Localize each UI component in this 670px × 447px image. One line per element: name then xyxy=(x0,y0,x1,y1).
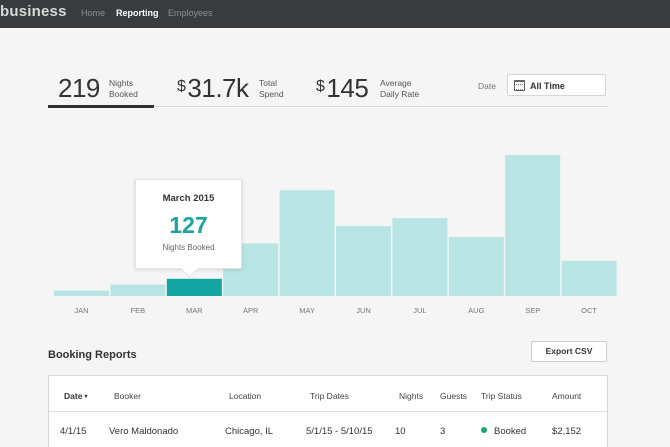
x-tick-label-jul: JUL xyxy=(413,306,426,315)
row-booker: Vero Maldonado xyxy=(109,426,179,437)
column-header-location[interactable]: Location xyxy=(229,391,262,401)
currency-symbol: $ xyxy=(177,78,186,95)
stat-spend-label: Total Spend xyxy=(259,78,319,100)
stat-spend-value: $31.7k xyxy=(177,73,249,104)
x-tick-label-feb: FEB xyxy=(131,306,146,315)
stats-active-indicator xyxy=(48,105,154,108)
table-header-divider xyxy=(49,411,607,412)
sort-down-icon: ▾ xyxy=(84,394,88,400)
brand-logo[interactable]: business xyxy=(0,3,67,20)
x-tick-label-jan: JAN xyxy=(74,306,88,315)
bar-mar[interactable] xyxy=(166,278,222,296)
bar-aug[interactable] xyxy=(448,237,504,296)
nav-reporting[interactable]: Reporting xyxy=(116,8,159,18)
nav-employees[interactable]: Employees xyxy=(168,8,213,18)
chart-tooltip: March 2015 127 Nights Booked xyxy=(135,179,242,269)
x-tick-label-may: MAY xyxy=(299,306,315,315)
stat-nights-value: 219 xyxy=(58,73,100,103)
nights-booked-bar-chart: JAN FEB MAR APR MAY JUN JUL AUG SEP OCT xyxy=(54,155,617,315)
x-tick-label-mar: MAR xyxy=(186,306,203,315)
status-booked-dot-icon xyxy=(481,427,487,433)
date-filter-value: All Time xyxy=(530,81,565,91)
booking-reports-title: Booking Reports xyxy=(48,349,137,361)
stat-spend-label-line1: Total xyxy=(259,78,277,88)
tooltip-subtitle: Nights Booked xyxy=(162,243,215,252)
export-csv-button[interactable]: Export CSV xyxy=(531,341,607,362)
row-status: Booked xyxy=(481,426,526,437)
bar-sep[interactable] xyxy=(505,155,561,296)
x-tick-label-oct: OCT xyxy=(581,306,597,315)
row-date: 4/1/15 xyxy=(60,426,87,437)
bar-jun[interactable] xyxy=(336,226,391,296)
row-guests: 3 xyxy=(440,426,446,437)
column-header-guests[interactable]: Guests xyxy=(440,391,467,401)
bar-jan[interactable] xyxy=(54,290,109,296)
column-header-trip-dates[interactable]: Trip Dates xyxy=(310,391,349,401)
stat-nights-label-line2: Booked xyxy=(109,89,138,99)
stat-nights-label-line1: Nights xyxy=(109,78,134,88)
stat-rate-label: Average Daily Rate xyxy=(380,78,440,100)
tooltip-value: 127 xyxy=(169,212,208,238)
booking-reports-table: Date ▾ Booker Location Trip Dates Nights … xyxy=(48,375,608,447)
column-header-date-label: Date xyxy=(64,391,83,401)
stat-rate-value: $145 xyxy=(316,73,369,104)
x-tick-label-jun: JUN xyxy=(356,306,371,315)
stat-rate-label-line2: Daily Rate xyxy=(380,89,420,99)
row-status-label: Booked xyxy=(494,426,527,437)
date-filter-select[interactable]: All Time xyxy=(507,74,606,96)
nav-home[interactable]: Home xyxy=(81,8,106,18)
x-tick-label-aug: AUG xyxy=(468,306,484,315)
bar-may[interactable] xyxy=(279,190,335,296)
calendar-icon xyxy=(514,80,525,91)
stat-spend-number: 31.7k xyxy=(187,73,249,103)
stats-divider xyxy=(48,106,608,107)
stat-rate-number: 145 xyxy=(326,73,369,103)
tooltip-title: March 2015 xyxy=(162,193,215,204)
bar-feb[interactable] xyxy=(110,284,166,296)
date-filter-label: Date xyxy=(478,81,496,91)
x-tick-label-sep: SEP xyxy=(525,306,540,315)
row-location: Chicago, IL xyxy=(225,426,274,437)
row-trip-dates: 5/1/15 - 5/10/15 xyxy=(306,426,373,437)
column-header-trip-status[interactable]: Trip Status xyxy=(481,391,522,401)
column-header-date[interactable]: Date ▾ xyxy=(64,391,87,401)
top-navigation-bar: business Home Reporting Employees xyxy=(0,0,670,28)
row-amount: $2,152 xyxy=(552,426,582,437)
row-nights: 10 xyxy=(395,426,406,437)
currency-symbol: $ xyxy=(316,78,325,95)
bar-jul[interactable] xyxy=(392,218,448,296)
stat-spend-label-line2: Spend xyxy=(259,89,284,99)
column-header-booker[interactable]: Booker xyxy=(114,391,141,401)
bar-oct[interactable] xyxy=(561,260,617,296)
stat-rate-label-line1: Average xyxy=(380,78,412,88)
column-header-nights[interactable]: Nights xyxy=(399,391,424,401)
column-header-amount[interactable]: Amount xyxy=(552,391,582,401)
x-tick-label-apr: APR xyxy=(243,306,259,315)
stat-nights-label: Nights Booked xyxy=(109,78,169,100)
